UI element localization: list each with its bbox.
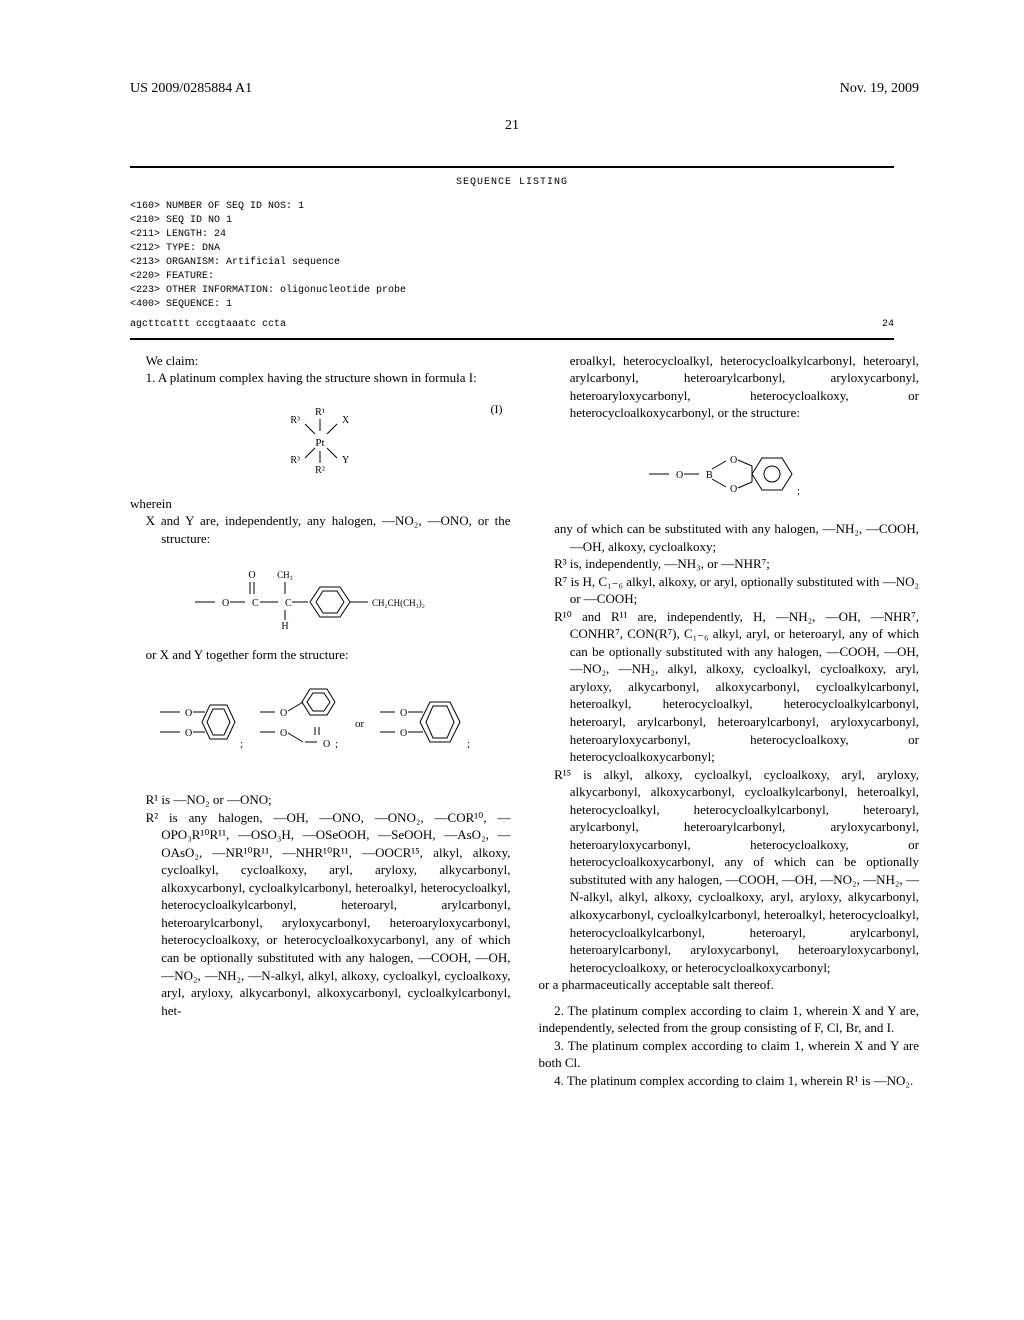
formula-i-structure: Pt R³ R³ X Y R¹ R² [265, 401, 375, 481]
body-columns: We claim: 1. A platinum complex having t… [130, 352, 919, 1090]
r2-continuation: eroalkyl, heterocycloalkyl, heterocycloa… [570, 352, 919, 422]
page-header: US 2009/0285884 A1 Nov. 19, 2009 [0, 0, 1024, 107]
sequence-line-6: <220> FEATURE: [130, 270, 894, 284]
claim-1-lead: 1. A platinum complex having the structu… [130, 369, 511, 387]
svg-text:O: O [676, 470, 683, 481]
sequence-line-3: <211> LENGTH: 24 [130, 228, 894, 242]
patent-number: US 2009/0285884 A1 [130, 80, 252, 99]
sequence-text: agcttcattt cccgtaaatc ccta [130, 318, 286, 332]
svg-text:C: C [285, 598, 292, 609]
svg-text:R²: R² [315, 465, 325, 476]
sequence-title: SEQUENCE LISTING [130, 176, 894, 190]
claim-4: 4. The platinum complex according to cla… [539, 1072, 920, 1090]
svg-text:O: O [280, 708, 287, 719]
svg-text:O: O [730, 484, 737, 495]
svg-text:R³: R³ [291, 415, 301, 426]
or-salt: or a pharmaceutically acceptable salt th… [539, 976, 920, 994]
any-substituted: any of which can be substituted with any… [570, 520, 919, 555]
we-claim: We claim: [130, 352, 511, 370]
sequence-line-4: <212> TYPE: DNA [130, 242, 894, 256]
svg-text:O: O [249, 570, 256, 581]
page-number: 21 [0, 117, 1024, 136]
sequence-line-2: <210> SEQ ID NO 1 [130, 214, 894, 228]
wherein-label: wherein [130, 495, 511, 513]
sequence-line-7: <223> OTHER INFORMATION: oligonucleotide… [130, 284, 894, 298]
sequence-line-5: <213> ORGANISM: Artificial sequence [130, 256, 894, 270]
r15-definition: R¹⁵ is alkyl, alkoxy, cycloalkyl, cycloa… [570, 766, 919, 977]
sequence-line-9: <400> SEQUENCE: 1 [130, 298, 894, 312]
r2-definition: R² is any halogen, —OH, —ONO, —ONO₂, —CO… [161, 809, 510, 1020]
sequence-line-0: <160> NUMBER OF SEQ ID NOS: 1 [130, 200, 894, 214]
svg-text:O: O [185, 708, 192, 719]
r1-definition: R¹ is —NO₂ or —ONO; [146, 791, 511, 809]
svg-text:Pt: Pt [316, 437, 325, 449]
svg-text:O: O [185, 728, 192, 739]
svg-text:R¹: R¹ [315, 407, 325, 418]
formula-i-label: (I) [491, 401, 503, 417]
r10-definition: R¹⁰ and R¹¹ are, independently, H, —NH₂,… [570, 608, 919, 766]
svg-text:O: O [730, 455, 737, 466]
svg-text:C: C [252, 598, 259, 609]
right-column: eroalkyl, heterocycloalkyl, heterocycloa… [539, 352, 920, 1090]
svg-text:O: O [400, 708, 407, 719]
structure-xy-rings: O O ; O O O ; [130, 677, 511, 777]
claim-2: 2. The platinum complex according to cla… [539, 1002, 920, 1037]
svg-text:O: O [400, 728, 407, 739]
svg-text:Y: Y [342, 455, 349, 466]
svg-text:R³: R³ [291, 455, 301, 466]
svg-text:O: O [323, 739, 330, 750]
xy-together: or X and Y together form the structure: [146, 646, 511, 664]
publication-date: Nov. 19, 2009 [840, 80, 919, 99]
svg-text:O: O [222, 598, 229, 609]
structure-boron: O B O O ; [539, 436, 920, 506]
svg-text:;: ; [240, 738, 243, 750]
svg-text:O: O [280, 728, 287, 739]
xy-definition: X and Y are, independently, any halogen,… [161, 512, 510, 547]
sequence-listing: SEQUENCE LISTING <160> NUMBER OF SEQ ID … [130, 166, 894, 340]
sequence-data-row: agcttcattt cccgtaaatc ccta 24 [130, 318, 894, 332]
svg-text:;: ; [467, 738, 470, 750]
structure-xy-ester: O C O C CH₃ H CH₂CH(CH₃)₂ [130, 562, 511, 632]
claim-3: 3. The platinum complex according to cla… [539, 1037, 920, 1072]
r3-definition: R³ is, independently, —NH₃, or —NHR⁷; [570, 555, 919, 573]
svg-text:H: H [282, 621, 289, 632]
svg-text:X: X [342, 415, 350, 426]
svg-text:or: or [355, 718, 365, 730]
svg-text:;: ; [797, 485, 800, 497]
left-column: We claim: 1. A platinum complex having t… [130, 352, 511, 1090]
sequence-length: 24 [882, 318, 894, 332]
r7-definition: R⁷ is H, C₁₋₆ alkyl, alkoxy, or aryl, op… [570, 573, 919, 608]
svg-text:CH₂CH(CH₃)₂: CH₂CH(CH₃)₂ [372, 598, 425, 608]
formula-i: (I) Pt R³ R³ X Y R¹ R² [130, 401, 511, 481]
svg-text:CH₃: CH₃ [277, 570, 293, 580]
svg-text:;: ; [335, 738, 338, 750]
